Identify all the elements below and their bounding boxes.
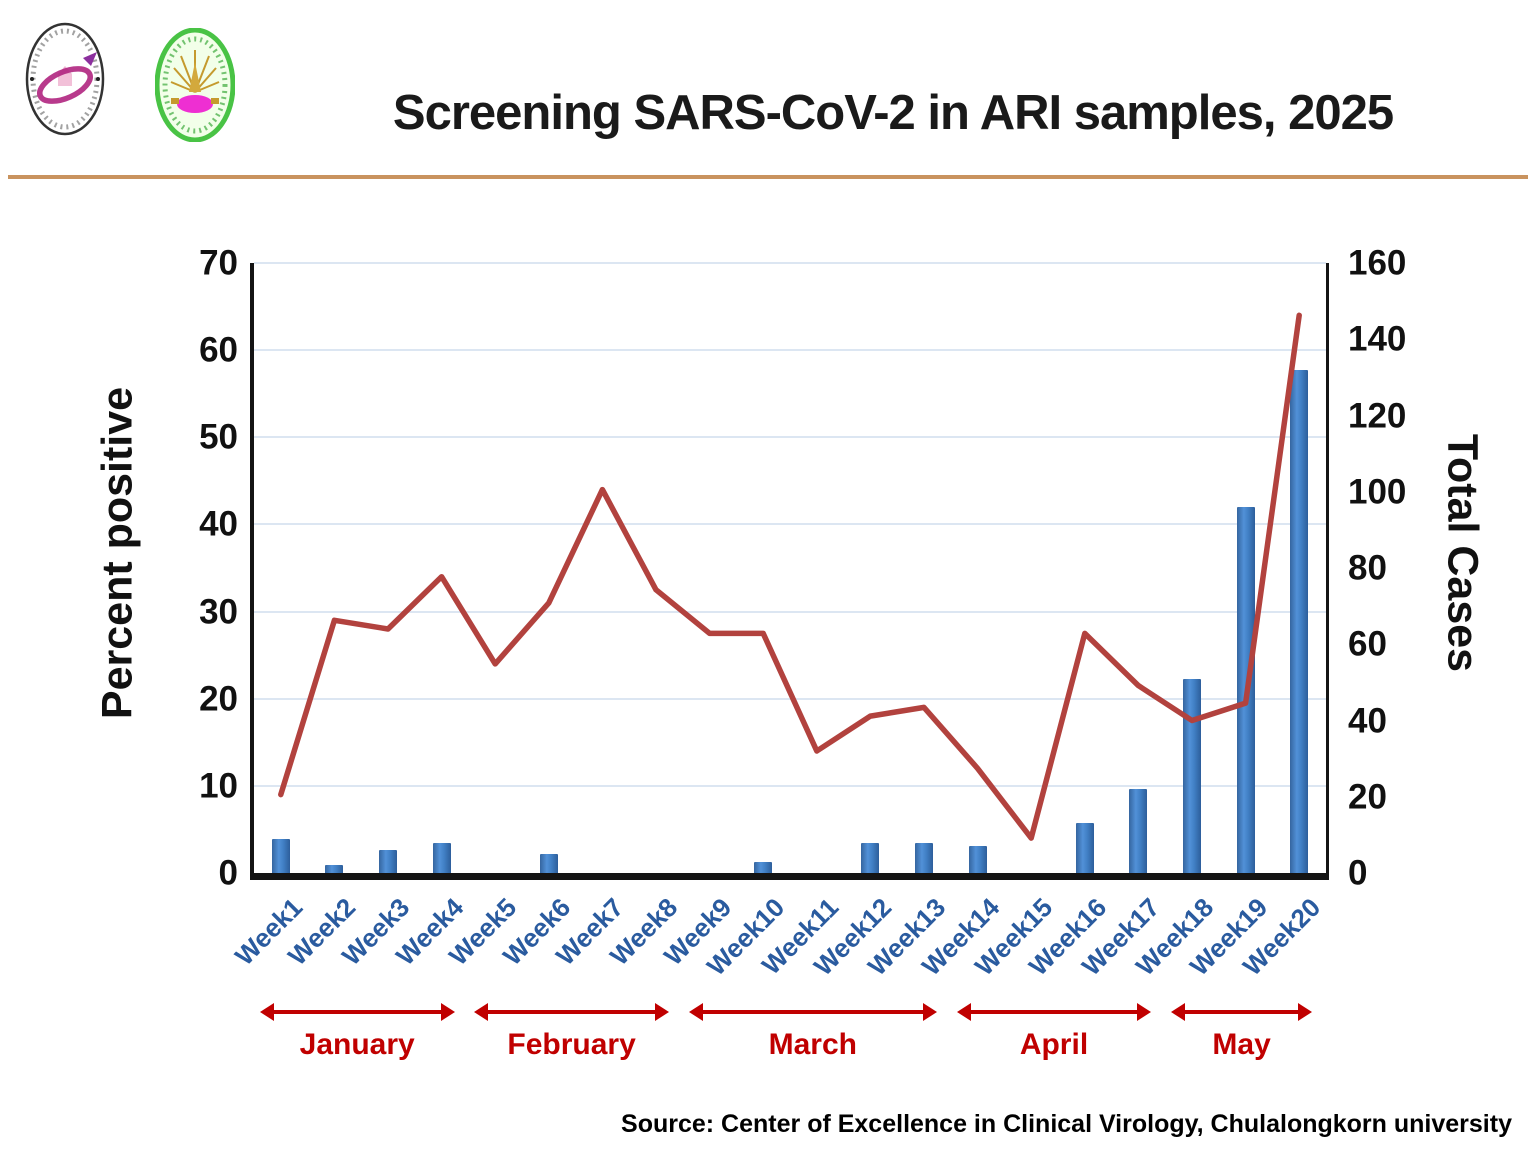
slide-title: Screening SARS-CoV-2 in ARI samples, 202… — [392, 86, 1394, 140]
month-arrow-march — [692, 1010, 933, 1014]
gridline-40 — [254, 523, 1326, 526]
left-tick-20: 20 — [199, 679, 238, 719]
right-tick-0: 0 — [1348, 853, 1368, 893]
left-tick-50: 50 — [199, 417, 238, 457]
gridline-30 — [254, 610, 1326, 613]
source-credit: Source: Center of Excellence in Clinical… — [621, 1110, 1512, 1138]
x-axis-week-labels: Week1 Week2 Week3 Week4 Week5 Week6 Week7 Week8… — [229, 880, 1327, 995]
gridline-70 — [254, 262, 1326, 264]
bar-week4 — [432, 842, 451, 873]
bar-week3 — [379, 850, 397, 873]
gridline-50 — [254, 436, 1326, 439]
month-arrow-january — [263, 1010, 451, 1014]
month-label-february: February — [507, 1028, 636, 1061]
month-label-january: January — [299, 1028, 415, 1061]
month-label-april: April — [1019, 1028, 1089, 1061]
bar-week10 — [754, 861, 773, 873]
bar-week12 — [861, 842, 880, 873]
month-arrow-february — [478, 1010, 665, 1014]
left-tick-60: 60 — [199, 330, 238, 370]
left-tick-70: 70 — [199, 243, 238, 283]
left-tick-0: 0 — [218, 853, 238, 893]
month-arrow-may — [1175, 1010, 1309, 1014]
plot-area — [250, 262, 1329, 880]
left-tick-10: 10 — [199, 766, 238, 806]
right-axis-title: Total Cases — [1438, 433, 1487, 673]
header-divider-line — [8, 175, 1528, 179]
right-tick-140: 140 — [1348, 319, 1407, 359]
left-tick-30: 30 — [199, 592, 238, 632]
bar-week20 — [1290, 369, 1309, 873]
bar-week1 — [271, 838, 290, 873]
month-arrow-april — [960, 1010, 1148, 1014]
right-tick-40: 40 — [1348, 701, 1387, 740]
right-tick-160: 160 — [1348, 243, 1407, 283]
right-tick-100: 100 — [1348, 472, 1407, 512]
right-tick-120: 120 — [1348, 396, 1407, 435]
bar-week6 — [539, 853, 558, 873]
month-label-may: May — [1212, 1028, 1271, 1061]
bar-week18 — [1183, 678, 1201, 873]
chulalongkorn-university-logo-icon — [154, 27, 236, 147]
right-tick-20: 20 — [1348, 777, 1387, 817]
left-tick-40: 40 — [199, 504, 238, 544]
month-label-march: March — [768, 1028, 857, 1061]
right-tick-80: 80 — [1348, 548, 1387, 588]
center-of-excellence-virology-logo-icon — [25, 22, 105, 141]
gridline-60 — [254, 349, 1326, 352]
bar-week17 — [1129, 789, 1148, 873]
bar-week13 — [915, 842, 933, 873]
bar-week16 — [1075, 823, 1094, 873]
month-range-annotations: January February March April May — [250, 995, 1322, 1085]
right-tick-60: 60 — [1348, 624, 1387, 664]
percent-positive-line — [278, 312, 1302, 841]
bar-week14 — [968, 846, 987, 873]
bar-week2 — [325, 865, 344, 873]
gridline-10 — [254, 784, 1326, 787]
